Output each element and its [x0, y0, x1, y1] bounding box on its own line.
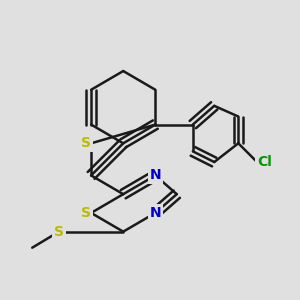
Text: S: S: [81, 206, 91, 220]
Text: S: S: [54, 225, 64, 238]
Text: Cl: Cl: [257, 155, 272, 169]
Text: N: N: [149, 206, 161, 220]
Text: S: S: [81, 136, 91, 150]
Text: N: N: [149, 168, 161, 182]
